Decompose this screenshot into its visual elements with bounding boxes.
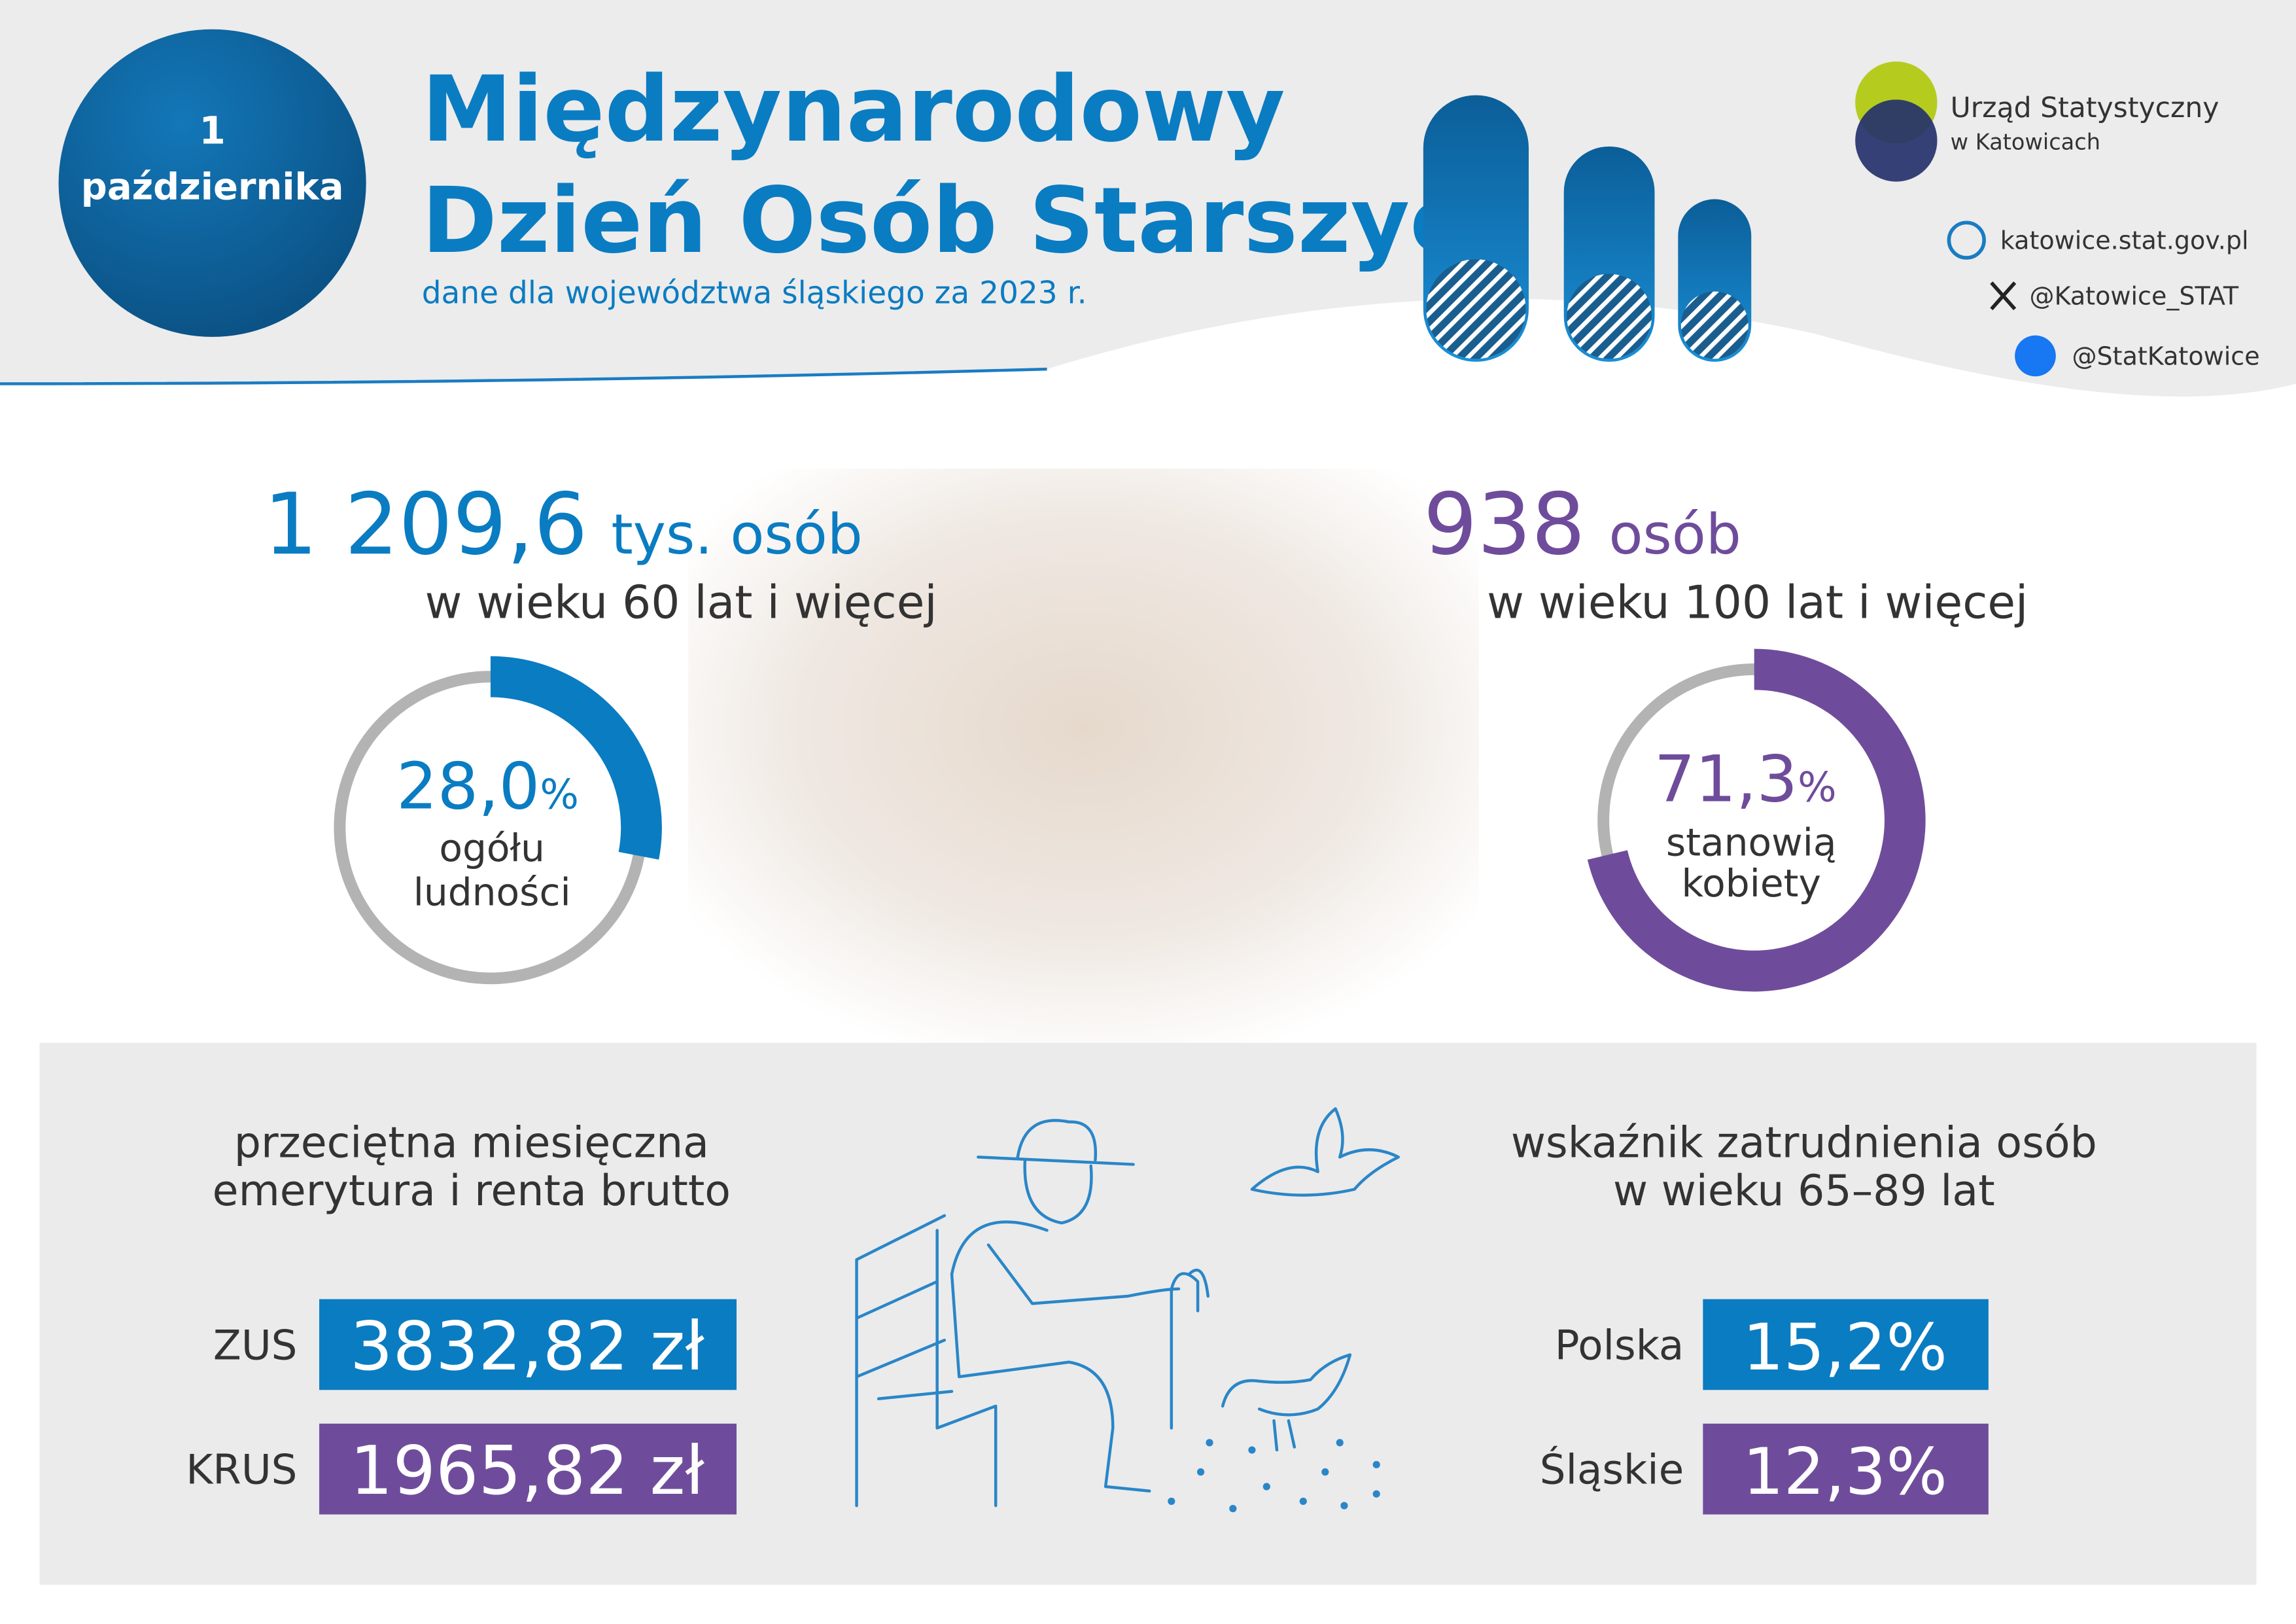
contact-website: katowice.stat.gov.pl [2000,226,2249,255]
pension-title: przeciętna miesięczna [234,1118,709,1167]
share-label: 28,0% [396,750,579,824]
share-label: 71,3% [1654,742,1837,817]
body [950,1220,1181,1492]
logo-circle [1855,99,1938,182]
stat-number: 938 [1423,474,1586,574]
facebook-icon [2015,335,2056,377]
x-icon [1990,281,2017,311]
stat-desc: w wieku 100 lat i więcej [1487,577,2028,629]
head [977,1119,1135,1225]
seed [1262,1483,1270,1491]
seed [1248,1446,1256,1454]
hatched-circle [1680,291,1748,359]
seed [1321,1468,1329,1476]
donut-arc [1587,648,1926,992]
pension-box [319,1423,737,1515]
globe-icon [1947,221,1986,260]
employment-label: Polska [1555,1321,1684,1369]
seed [1196,1468,1205,1476]
photo [688,468,1479,1043]
seed [1229,1505,1237,1513]
date-disc [58,29,366,337]
date-month: października [81,166,344,208]
stat-headline: 938 osób [1423,474,1741,574]
pension-value: 1965,82 zł [350,1432,705,1510]
share-desc: kobiety [1682,861,1821,906]
pension-value: 3832,82 zł [350,1307,705,1386]
share-desc: ludności [413,870,571,914]
illustration [855,1107,1400,1508]
pension-title: emerytura i renta brutto [213,1167,731,1216]
seed [1206,1439,1213,1447]
pension-label: KRUS [186,1446,297,1494]
pension-box [319,1299,737,1390]
cane [1170,1269,1210,1430]
seed [1340,1502,1348,1509]
seed [1299,1497,1307,1506]
logo-name: Urząd Statystyczny [1951,92,2219,124]
seed [1372,1460,1380,1469]
subtitle: dane dla województwa śląskiego za 2023 r… [422,275,1087,311]
share-unit: % [1798,763,1837,811]
donut-arc [490,656,662,860]
employment-label: Śląskie [1540,1446,1684,1494]
title-line: Międzynarodowy [422,56,1285,162]
logo-place: w Katowicach [1951,129,2100,154]
stat-unit: tys. osób [611,503,862,567]
share-desc: ogółu [439,826,545,870]
share-value: 71,3 [1654,742,1798,817]
employment-box [1703,1299,1989,1390]
share-unit: % [540,771,579,819]
stat-number: 1 209,6 [264,474,588,574]
seed [1336,1439,1344,1447]
seeds [1168,1439,1380,1513]
contact-x: @Katowice_STAT [2030,282,2239,311]
employment-value: 15,2% [1743,1311,1947,1385]
seed [1168,1497,1175,1506]
stat-desc: w wieku 60 lat i więcej [425,577,937,629]
pills-decoration [1423,95,1752,362]
stat-headline: 1 209,6 tys. osób [264,474,863,574]
employment-title: w wieku 65–89 lat [1613,1167,1995,1216]
employment-value: 12,3% [1743,1435,1947,1509]
donut [334,656,662,985]
date-day: 1 [199,108,226,152]
pension-label: ZUS [213,1321,298,1369]
hatched-circle [1567,274,1652,359]
employment-title: wskaźnik zatrudnienia osób [1511,1118,2097,1167]
header-line [0,367,1047,385]
seed [1372,1490,1380,1498]
donut [1587,648,1926,992]
bird-flying [1250,1107,1400,1197]
share-value: 28,0 [396,750,540,824]
bench [855,1214,998,1508]
title-line: Dzień Osób Starszych [422,168,1528,274]
bird-ground [1221,1353,1352,1452]
hatched-circle [1426,259,1526,359]
employment-box [1703,1423,1989,1515]
contact-facebook: @StatKatowice [2072,342,2259,370]
stat-unit: osób [1609,503,1741,567]
share-desc: stanowią [1666,820,1837,864]
